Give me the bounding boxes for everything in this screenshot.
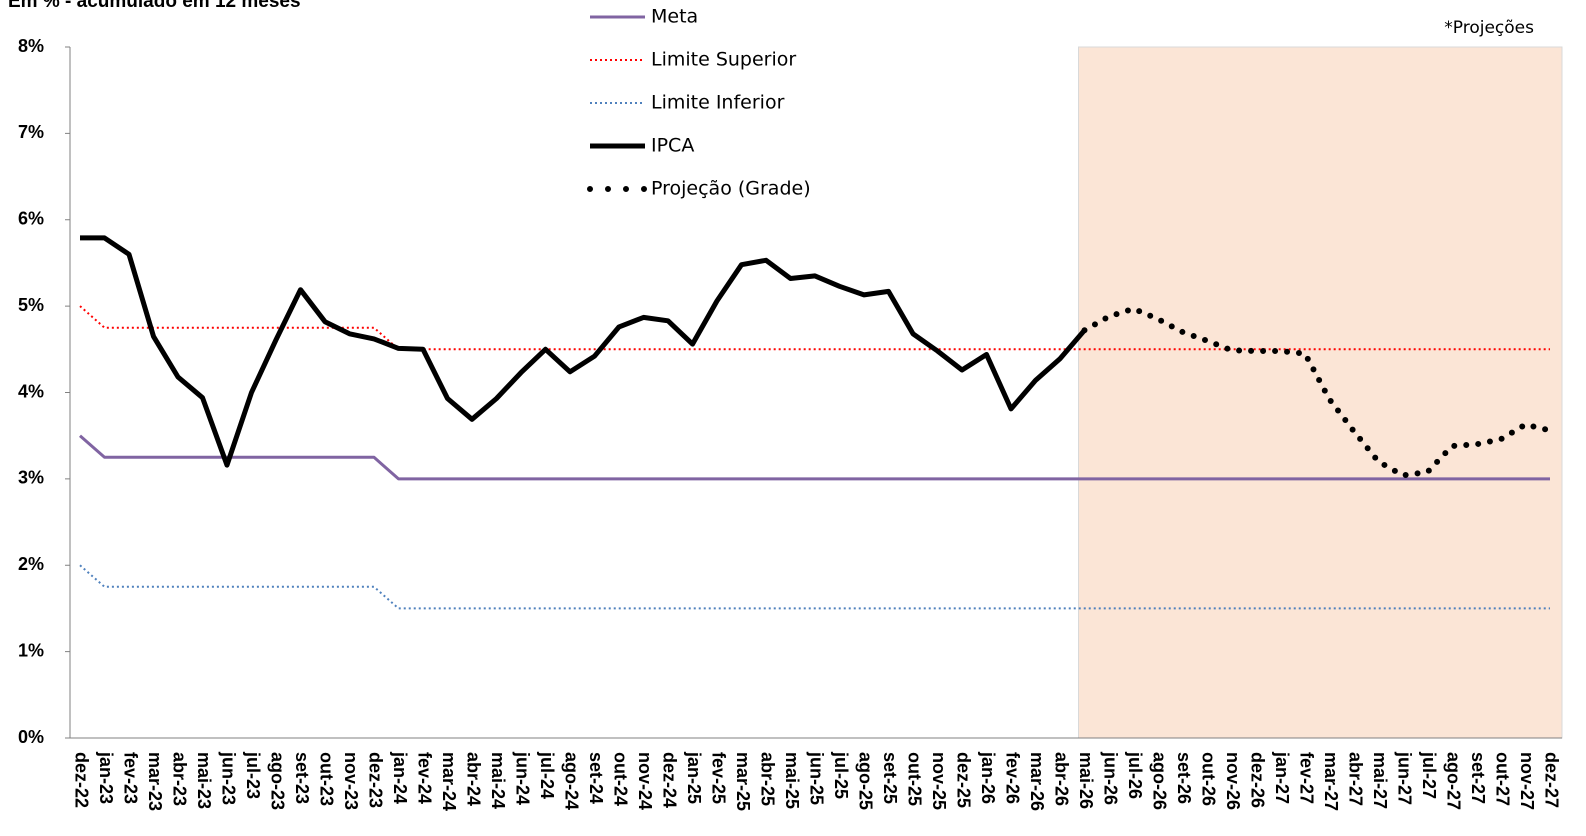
x-tick-label: nov-23	[341, 752, 361, 810]
x-tick-label: nov-25	[929, 752, 949, 810]
x-tick-label: mai-24	[488, 752, 508, 809]
series-line	[1081, 305, 1553, 479]
x-tick-label: out-23	[316, 752, 336, 806]
x-tick-label: mai-25	[782, 752, 802, 809]
x-tick-label: mai-27	[1370, 752, 1390, 809]
x-tick-label: set-27	[1468, 752, 1488, 804]
x-tick-label: mar-24	[439, 752, 459, 811]
x-tick-label: mar-27	[1321, 752, 1341, 811]
legend-label: Limite Inferior	[651, 92, 785, 114]
y-tick-label: 0%	[18, 727, 44, 747]
x-tick-label: jul-26	[1125, 751, 1145, 799]
legend-label: Limite Superior	[651, 49, 796, 71]
x-tick-label: jan-27	[1272, 751, 1292, 804]
x-tick-label: fev-27	[1296, 752, 1316, 804]
x-tick-label: set-24	[586, 752, 606, 804]
x-tick-label: out-26	[1198, 752, 1218, 806]
x-tick-label: fev-25	[708, 752, 728, 804]
annotation: *Projeções	[1444, 18, 1534, 38]
x-tick-label: mai-26	[1076, 752, 1096, 809]
x-tick-label: jul-23	[243, 751, 263, 799]
x-tick-label: jun-24	[512, 751, 532, 805]
x-tick-label: jan-26	[978, 751, 998, 804]
projection-area	[1078, 46, 1563, 739]
legend-label: Meta	[651, 6, 698, 28]
x-tick-label: abr-26	[1051, 752, 1071, 806]
x-tick-label: jan-25	[684, 751, 704, 804]
x-tick-label: jun-26	[1100, 751, 1120, 805]
y-tick-label: 3%	[18, 468, 44, 488]
x-tick-label: ago-25	[855, 752, 875, 810]
x-tick-label: abr-25	[757, 752, 777, 806]
x-tick-label: jul-24	[537, 751, 557, 799]
x-tick-label: mar-23	[145, 752, 165, 811]
x-tick-label: set-26	[1174, 752, 1194, 804]
chart-title: Em % - acumulado em 12 meses	[8, 0, 301, 12]
x-tick-label: mar-25	[733, 752, 753, 811]
x-tick-label: dez-23	[365, 752, 385, 808]
legend-label: Projeção (Grade)	[651, 178, 811, 200]
x-tick-label: jan-23	[96, 751, 116, 804]
x-tick-label: dez-27	[1541, 752, 1561, 808]
x-tick-label: dez-24	[659, 752, 679, 808]
x-tick-label: out-24	[610, 752, 630, 806]
x-tick-label: fev-23	[120, 752, 140, 804]
x-tick-label: jul-27	[1419, 751, 1439, 799]
x-tick-label: out-27	[1492, 752, 1512, 806]
x-tick-label: ago-26	[1149, 752, 1169, 810]
x-tick-label: abr-27	[1345, 752, 1365, 806]
y-tick-label: 5%	[18, 295, 44, 315]
x-tick-label: dez-25	[953, 752, 973, 808]
x-tick-label: set-23	[292, 752, 312, 804]
series-line	[79, 305, 1550, 351]
x-tick-label: nov-26	[1223, 752, 1243, 810]
x-tick-label: abr-23	[169, 752, 189, 806]
x-tick-label: ago-24	[561, 752, 581, 810]
series-line	[79, 434, 1550, 481]
y-tick-label: 2%	[18, 554, 44, 574]
x-tick-label: dez-26	[1247, 752, 1267, 808]
y-tick-label: 7%	[18, 122, 44, 142]
series-line	[80, 235, 1087, 468]
x-tick-label: fev-24	[414, 752, 434, 804]
x-tick-label: mai-23	[194, 752, 214, 809]
legend-label: IPCA	[651, 135, 694, 157]
x-tick-label: dez-22	[71, 752, 91, 808]
x-tick-label: jun-23	[218, 751, 238, 805]
x-tick-label: jan-24	[390, 751, 410, 804]
x-tick-label: jun-27	[1394, 751, 1414, 805]
y-tick-label: 4%	[18, 381, 44, 401]
y-tick-label: 6%	[18, 209, 44, 229]
x-tick-label: mar-26	[1027, 752, 1047, 811]
x-tick-label: nov-27	[1517, 752, 1537, 810]
x-tick-label: jun-25	[806, 751, 826, 805]
series-line	[79, 564, 1550, 610]
y-tick-label: 1%	[18, 640, 44, 660]
x-tick-label: abr-24	[463, 752, 483, 806]
y-tick-label: 8%	[18, 36, 44, 56]
x-tick-label: out-25	[904, 752, 924, 806]
x-tick-label: fev-26	[1002, 752, 1022, 804]
x-tick-label: ago-27	[1443, 752, 1463, 810]
x-tick-label: set-25	[880, 752, 900, 804]
x-tick-label: nov-24	[635, 752, 655, 810]
x-tick-label: ago-23	[267, 752, 287, 810]
x-tick-label: jul-25	[831, 751, 851, 799]
